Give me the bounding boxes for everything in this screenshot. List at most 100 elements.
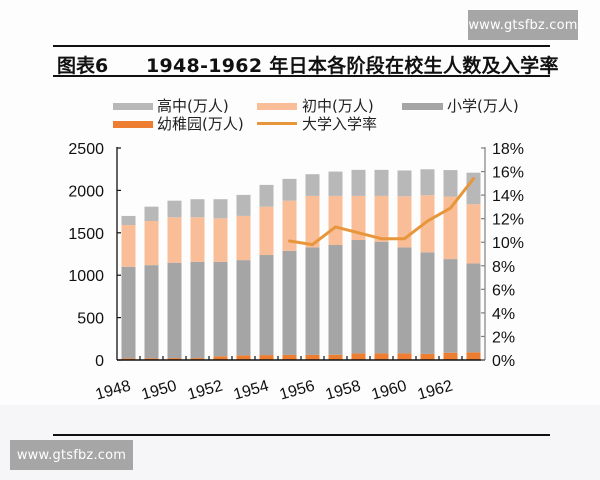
bar-segment-middle <box>190 217 205 262</box>
bar-segment-high <box>213 199 228 219</box>
bar-segment-middle <box>213 218 228 262</box>
line-layer <box>288 177 475 247</box>
left-tick-label: 1000 <box>68 268 104 285</box>
axes-layer <box>116 147 486 361</box>
x-tick-label: 1954 <box>232 377 271 403</box>
bar-segment-middle <box>328 195 343 246</box>
line-university-rate <box>288 177 475 247</box>
watermark-text: www.gtsfbz.com <box>468 17 578 33</box>
bar-segment-middle <box>259 206 274 256</box>
bar-segment-kindergarten <box>443 352 458 360</box>
stacked-bar-1949 <box>144 206 159 360</box>
legend-swatch-kindergarten <box>113 121 153 128</box>
bar-segment-high <box>236 194 251 216</box>
bar-segment-high <box>351 169 366 196</box>
figure-label: 图表6 <box>57 55 109 77</box>
bar-segment-primary <box>351 240 366 354</box>
bar-segment-kindergarten <box>397 353 412 360</box>
bar-segment-middle <box>420 195 435 253</box>
bar-segment-middle <box>282 200 297 251</box>
x-tick-label: 1950 <box>140 377 179 403</box>
right-tick-label: 10% <box>492 235 524 252</box>
bar-segment-primary <box>236 260 251 356</box>
legend-swatch-university-rate <box>257 122 297 125</box>
bar-segment-high <box>121 215 136 225</box>
bar-segment-primary <box>305 247 320 355</box>
bars-layer <box>121 169 481 360</box>
x-tick-label: 1948 <box>94 377 133 403</box>
bar-segment-kindergarten <box>374 353 389 360</box>
bar-segment-primary <box>443 259 458 353</box>
header-bottom-rule <box>53 75 550 77</box>
bar-segment-high <box>443 170 458 197</box>
right-tick-label: 8% <box>492 259 515 276</box>
bar-segment-middle <box>351 195 366 241</box>
legend-label-university-rate: 大学入学率 <box>302 115 378 133</box>
bar-segment-middle <box>305 195 320 248</box>
bar-segment-high <box>466 172 481 205</box>
stacked-bar-1956 <box>305 174 320 360</box>
stacked-bar-1961 <box>420 169 435 360</box>
x-tick-label: 1956 <box>278 377 317 403</box>
bar-segment-primary <box>213 261 228 357</box>
stacked-bar-1962 <box>443 170 458 360</box>
stacked-bar-1960 <box>397 170 412 360</box>
stacked-bar-1948 <box>121 215 136 360</box>
legend-swatch-middle-school <box>257 103 297 110</box>
right-tick-label: 16% <box>492 165 524 182</box>
bar-segment-high <box>144 206 159 222</box>
left-tick-label: 2000 <box>68 183 104 200</box>
bar-segment-high <box>397 170 412 197</box>
bar-segment-primary <box>167 262 182 359</box>
tick-labels-layer: 0 500 1000 1500 2000 2500 0% 2% 4% 6% 8% 10% 12% 14% 1… <box>68 141 524 404</box>
bar-segment-primary <box>144 265 159 359</box>
watermark-top-right: www.gtsfbz.com <box>468 10 578 40</box>
bar-segment-kindergarten <box>236 355 251 360</box>
stacked-bar-1952 <box>213 199 228 360</box>
stacked-bar-1955 <box>282 178 297 360</box>
right-tick-label: 4% <box>492 306 515 323</box>
bar-segment-kindergarten <box>167 358 182 360</box>
bar-segment-primary <box>190 261 205 359</box>
stacked-bar-1958 <box>351 169 366 360</box>
bar-segment-middle <box>144 221 159 266</box>
bar-segment-high <box>190 199 205 218</box>
header-top-rule <box>53 45 550 47</box>
legend-label-middle-school: 初中(万人) <box>302 97 374 115</box>
right-tick-label: 2% <box>492 329 515 346</box>
bar-segment-high <box>305 174 320 196</box>
footer-rule <box>53 434 550 436</box>
right-tick-label: 0% <box>492 353 515 370</box>
bar-segment-kindergarten <box>144 358 159 360</box>
bar-segment-primary <box>121 266 136 359</box>
bar-segment-middle <box>466 204 481 264</box>
bar-segment-kindergarten <box>259 355 274 360</box>
bar-segment-high <box>259 184 274 207</box>
chart-title: 1948-1962 年日本各阶段在校生人数及入学率 <box>146 55 559 77</box>
right-tick-label: 6% <box>492 282 515 299</box>
x-tick-label: 1958 <box>324 377 363 403</box>
x-tick-label: 1952 <box>186 377 225 403</box>
left-tick-label: 0 <box>95 353 104 370</box>
stacked-bar-1950 <box>167 200 182 360</box>
bar-segment-primary <box>328 245 343 355</box>
legend-swatch-high-school <box>113 103 153 110</box>
stacked-bar-1957 <box>328 171 343 360</box>
bar-segment-primary <box>397 247 412 354</box>
bar-segment-primary <box>282 250 297 355</box>
stacked-bar-1953 <box>236 194 251 360</box>
bar-segment-kindergarten <box>121 358 136 360</box>
bar-segment-kindergarten <box>282 354 297 360</box>
bar-segment-kindergarten <box>328 354 343 360</box>
legend-label-kindergarten: 幼稚园(万人) <box>157 115 244 133</box>
bar-segment-middle <box>121 225 136 267</box>
left-tick-label: 500 <box>77 311 104 328</box>
left-tick-label: 2500 <box>68 141 104 158</box>
bar-segment-middle <box>443 196 458 260</box>
bar-segment-kindergarten <box>420 353 435 360</box>
bar-segment-high <box>374 169 389 196</box>
bar-segment-primary <box>374 241 389 354</box>
legend-label-high-school: 高中(万人) <box>157 97 229 115</box>
right-tick-label: 14% <box>492 188 524 205</box>
